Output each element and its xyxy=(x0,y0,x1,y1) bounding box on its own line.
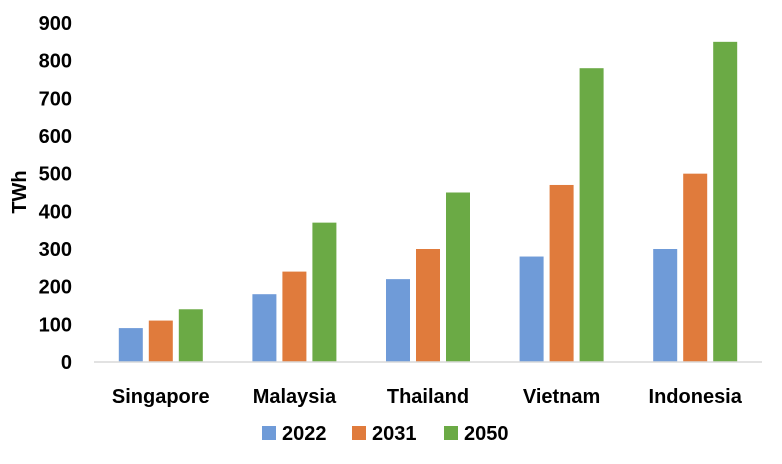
y-axis-ticks: 0 100 200 300 400 500 600 700 800 900 xyxy=(39,13,72,374)
bar-vietnam-2022 xyxy=(519,256,544,362)
legend-swatch-2050 xyxy=(444,426,458,440)
bar-thailand-2022 xyxy=(386,279,410,362)
y-axis-title-group: TWh xyxy=(9,170,31,213)
legend-label-2031: 2031 xyxy=(372,423,417,445)
bar-singapore-2050 xyxy=(178,309,203,362)
legend-swatch-2022 xyxy=(262,426,276,440)
x-tick-label-singapore: Singapore xyxy=(112,386,210,408)
bar-vietnam-2050 xyxy=(579,68,604,362)
bar-thailand-2031 xyxy=(416,249,440,362)
x-tick-label-malaysia: Malaysia xyxy=(253,386,337,408)
y-tick-label: 200 xyxy=(39,277,72,299)
y-tick-label: 900 xyxy=(39,13,72,35)
bar-malaysia-2050 xyxy=(312,222,337,362)
bar-singapore-2022 xyxy=(118,328,143,362)
y-tick-label: 600 xyxy=(39,126,72,148)
y-tick-label: 100 xyxy=(39,314,72,336)
bar-indonesia-2031 xyxy=(683,173,708,362)
y-tick-label: 800 xyxy=(39,51,72,73)
bar-indonesia-2050 xyxy=(713,41,738,362)
x-tick-label-indonesia: Indonesia xyxy=(649,386,743,408)
bar-malaysia-2022 xyxy=(252,294,277,362)
y-tick-label: 500 xyxy=(39,164,72,186)
legend-label-2050: 2050 xyxy=(464,423,509,445)
bar-indonesia-2022 xyxy=(653,249,678,362)
bar-singapore-2031 xyxy=(148,320,173,362)
bar-thailand-2050 xyxy=(446,192,470,362)
legend: 2022 2031 2050 xyxy=(262,423,509,445)
y-tick-label: 700 xyxy=(39,88,72,110)
y-tick-label: 0 xyxy=(61,352,72,374)
bars xyxy=(118,41,738,362)
y-tick-label: 300 xyxy=(39,239,72,261)
x-tick-label-vietnam: Vietnam xyxy=(523,386,600,408)
x-axis-labels: Singapore Malaysia Thailand Vietnam Indonesi… xyxy=(112,386,743,408)
legend-swatch-2031 xyxy=(352,426,366,440)
y-tick-label: 400 xyxy=(39,201,72,223)
x-tick-label-thailand: Thailand xyxy=(387,386,469,408)
bar-malaysia-2031 xyxy=(282,271,307,362)
bar-vietnam-2031 xyxy=(549,184,574,362)
y-axis-title: TWh xyxy=(9,170,31,213)
legend-label-2022: 2022 xyxy=(282,423,327,445)
